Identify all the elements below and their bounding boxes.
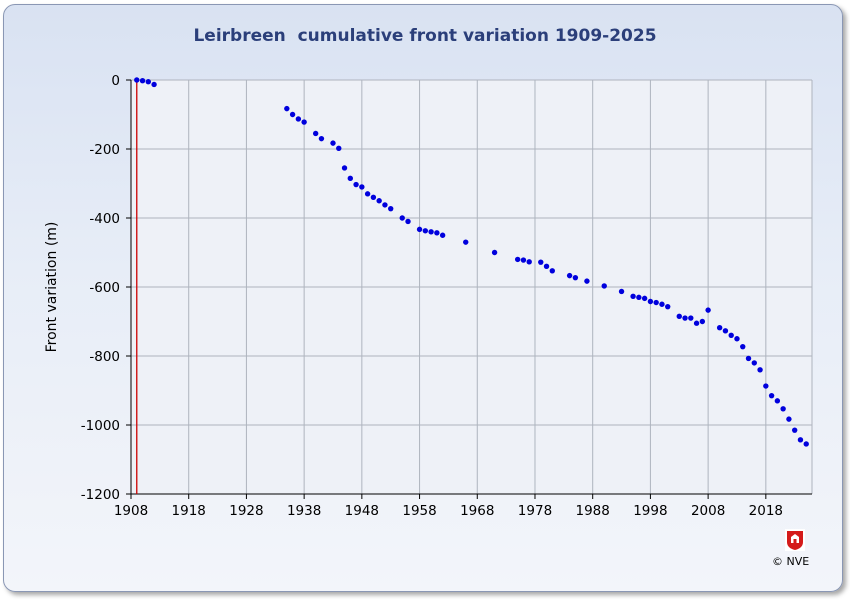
data-point	[295, 116, 302, 122]
data-point	[786, 416, 792, 422]
data-point	[566, 272, 573, 279]
data-point	[151, 81, 157, 88]
data-point	[422, 228, 429, 234]
data-point	[728, 332, 734, 338]
data-point	[734, 336, 740, 342]
data-point	[745, 355, 752, 362]
data-point	[301, 119, 307, 125]
data-point	[364, 191, 371, 197]
data-point	[636, 294, 642, 301]
data-point	[428, 229, 434, 235]
data-point	[676, 313, 682, 320]
data-point	[370, 194, 377, 200]
y-tick-label: -600	[89, 280, 120, 296]
y-tick-label: -800	[89, 349, 120, 365]
data-point	[803, 441, 809, 447]
data-point	[520, 257, 527, 263]
x-tick-label: 1948	[345, 503, 379, 519]
data-point	[641, 295, 648, 302]
data-point	[134, 77, 140, 83]
x-tick-label: 2018	[749, 503, 783, 519]
data-point	[538, 259, 544, 265]
data-point	[791, 427, 798, 433]
data-point	[145, 79, 152, 85]
data-point	[284, 105, 290, 112]
data-point	[526, 259, 532, 265]
data-point	[139, 77, 146, 84]
data-point	[693, 320, 700, 326]
data-point	[549, 268, 555, 274]
y-tick-label: -400	[89, 211, 120, 227]
data-point	[630, 293, 636, 300]
data-point	[740, 343, 746, 350]
y-tick-label: -1000	[81, 418, 120, 434]
data-point	[705, 307, 711, 313]
data-point	[722, 328, 729, 334]
data-point	[318, 135, 325, 142]
x-tick-label: 1958	[402, 503, 436, 519]
data-point	[751, 360, 757, 366]
y-tick-label: -200	[89, 142, 120, 158]
nve-logo-icon	[785, 529, 805, 551]
data-point	[653, 299, 659, 306]
data-point	[347, 175, 354, 182]
data-point	[353, 181, 359, 188]
data-point	[399, 215, 405, 221]
x-tick-label: 1938	[287, 503, 321, 519]
data-point	[376, 198, 382, 204]
data-point	[434, 230, 440, 236]
y-tick-label: -1200	[81, 487, 120, 503]
data-point	[763, 383, 769, 389]
data-point	[330, 140, 336, 146]
data-point	[757, 367, 763, 373]
x-tick-label: 2008	[691, 503, 725, 519]
data-point	[405, 218, 411, 225]
data-point	[463, 239, 469, 245]
data-point	[341, 165, 348, 171]
chart-title: Leirbreen cumulative front variation 190…	[193, 26, 657, 46]
data-point	[716, 325, 723, 331]
data-point	[665, 303, 671, 310]
data-point	[618, 288, 625, 295]
data-point	[768, 392, 775, 399]
copyright-credit: © NVE	[772, 555, 810, 568]
data-point	[416, 226, 423, 233]
data-point	[388, 205, 394, 212]
data-point	[491, 249, 498, 256]
x-tick-label: 1918	[172, 503, 206, 519]
data-point	[336, 145, 342, 152]
data-point	[514, 256, 521, 263]
data-point	[601, 283, 607, 289]
data-point	[699, 318, 706, 325]
data-point	[543, 263, 550, 269]
data-point	[659, 301, 665, 307]
data-point	[312, 130, 319, 137]
data-point	[682, 315, 688, 321]
x-tick-label: 1988	[576, 503, 610, 519]
data-point	[688, 315, 694, 321]
data-point	[439, 232, 446, 238]
x-tick-label: 1968	[460, 503, 494, 519]
y-axis-label: Front variation (m)	[44, 222, 60, 353]
data-point	[647, 298, 654, 305]
data-point	[780, 406, 786, 412]
data-point	[382, 202, 388, 208]
data-point	[774, 398, 781, 404]
data-point	[359, 184, 365, 190]
x-tick-label: 1928	[229, 503, 263, 519]
data-point	[572, 274, 579, 281]
data-point	[797, 437, 804, 443]
x-tick-label: 1998	[633, 503, 667, 519]
x-tick-label: 1908	[114, 503, 148, 519]
y-tick-label: 0	[111, 73, 120, 89]
data-point	[289, 111, 296, 118]
x-tick-label: 1978	[518, 503, 552, 519]
data-point	[584, 278, 590, 284]
